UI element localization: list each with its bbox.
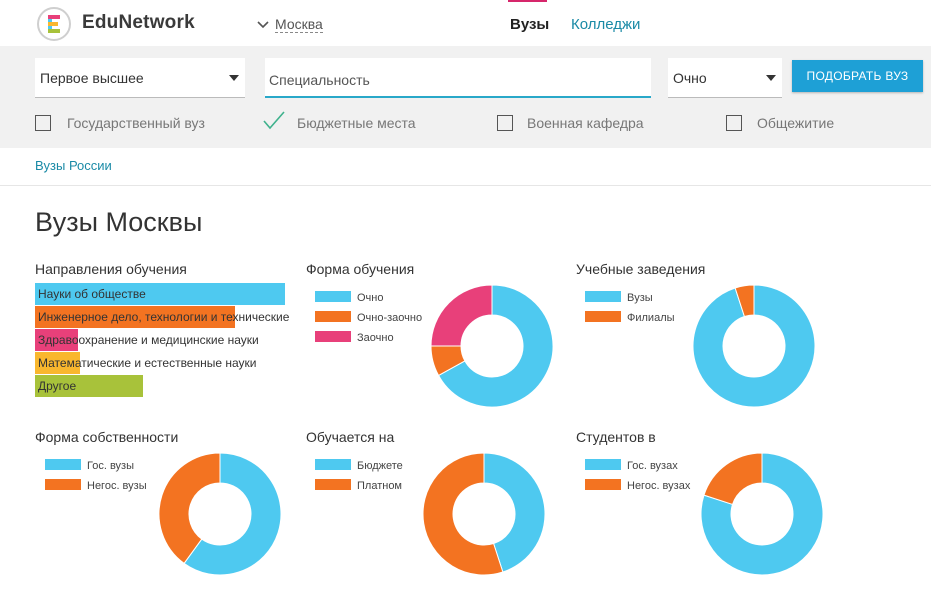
legend-label: Гос. вузы <box>87 460 135 472</box>
chart-title-students: Студентов в <box>576 429 656 445</box>
legend-label: Бюджете <box>357 460 403 472</box>
page-edge <box>931 0 933 595</box>
chart-title-funding: Обучается на <box>306 429 395 445</box>
chart-title-institutions: Учебные заведения <box>576 261 706 277</box>
legend-label: Платном <box>357 480 402 492</box>
donut-slice[interactable] <box>483 452 546 573</box>
donut-slice[interactable] <box>700 452 824 576</box>
divider <box>0 185 933 186</box>
direction-bar-label: Математические и естественные науки <box>38 356 257 370</box>
donut-chart <box>422 452 546 576</box>
top-header: EduNetwork Москва Вузы Колледжи <box>0 0 933 46</box>
legend-swatch <box>45 479 81 490</box>
legend-item[interactable]: Очно <box>315 291 383 304</box>
study-form-select[interactable]: Очно <box>668 58 782 98</box>
edunetwork-logo[interactable] <box>37 7 71 41</box>
checkbox-box[interactable] <box>35 115 51 131</box>
chart-title-study-form: Форма обучения <box>306 261 415 277</box>
checkbox-label: Государственный вуз <box>67 115 205 131</box>
legend-swatch <box>585 459 621 470</box>
legend-label: Очно-заочно <box>357 312 423 324</box>
logo-e-icon <box>48 15 60 33</box>
donut-slice[interactable] <box>734 284 755 318</box>
education-level-select[interactable]: Первое высшее <box>35 58 245 98</box>
direction-bar[interactable] <box>35 306 235 328</box>
legend-item[interactable]: Филиалы <box>585 311 675 324</box>
legend-item[interactable]: Гос. вузах <box>585 459 678 472</box>
chart-title-ownership: Форма собственности <box>35 429 179 445</box>
donut-slice[interactable] <box>183 452 282 576</box>
legend-item[interactable]: Бюджете <box>315 459 403 472</box>
legend-label: Гос. вузах <box>627 460 678 472</box>
checkbox-label: Военная кафедра <box>527 115 644 131</box>
legend-label: Негос. вузы <box>87 480 147 492</box>
legend-item[interactable]: Очно-заочно <box>315 311 422 324</box>
donut-slice[interactable] <box>430 284 493 347</box>
directions-title: Направления обучения <box>35 261 187 277</box>
legend-swatch <box>315 479 351 490</box>
checkbox-label: Бюджетные места <box>297 115 416 131</box>
donut-slice[interactable] <box>437 284 554 408</box>
legend-item[interactable]: Негос. вузах <box>585 479 690 492</box>
legend-label: Негос. вузах <box>627 480 691 492</box>
legend-swatch <box>45 459 81 470</box>
legend-swatch <box>585 291 621 302</box>
direction-bar-label: Другое <box>38 379 77 393</box>
checkbox-label: Общежитие <box>757 115 835 131</box>
find-university-button[interactable]: ПОДОБРАТЬ ВУЗ <box>792 60 923 92</box>
legend-item[interactable]: Заочно <box>315 331 394 344</box>
donut-chart <box>158 452 282 576</box>
legend-label: Вузы <box>627 292 653 304</box>
dropdown-caret-icon <box>229 75 239 81</box>
donut-slice[interactable] <box>692 284 816 408</box>
checkbox-box[interactable] <box>726 115 742 131</box>
breadcrumb[interactable]: Вузы России <box>35 158 112 173</box>
education-level-value: Первое высшее <box>40 70 144 86</box>
checkbox-box[interactable] <box>497 115 513 131</box>
dropdown-caret-icon <box>766 75 776 81</box>
legend-label: Заочно <box>357 332 394 344</box>
search-panel: Первое высшее Очно ПОДОБРАТЬ ВУЗ Государ… <box>0 46 933 148</box>
legend-swatch <box>585 311 621 322</box>
tab-colleges[interactable]: Колледжи <box>571 16 641 33</box>
direction-bar[interactable] <box>35 352 80 374</box>
donut-chart <box>692 284 816 408</box>
direction-bar-label: Здравоохранение и медицинские науки <box>38 333 259 347</box>
chevron-down-icon <box>256 17 270 33</box>
legend-swatch <box>315 459 351 470</box>
donut-slice[interactable] <box>703 452 763 506</box>
legend-swatch <box>585 479 621 490</box>
active-tab-indicator <box>508 0 547 2</box>
legend-label: Очно <box>357 292 384 304</box>
legend-item[interactable]: Гос. вузы <box>45 459 134 472</box>
brand-name[interactable]: EduNetwork <box>82 12 195 33</box>
donut-chart <box>700 452 824 576</box>
donut-slice[interactable] <box>422 452 504 576</box>
donut-slice[interactable] <box>158 452 221 565</box>
tab-vuzy[interactable]: Вузы <box>510 16 550 33</box>
legend-item[interactable]: Вузы <box>585 291 653 304</box>
city-selector[interactable]: Москва <box>256 16 323 33</box>
checkmark-icon[interactable] <box>262 108 286 132</box>
specialty-input[interactable] <box>265 58 651 98</box>
direction-bar[interactable] <box>35 375 143 397</box>
legend-item[interactable]: Платном <box>315 479 402 492</box>
legend-swatch <box>315 291 351 302</box>
donut-chart <box>430 284 554 408</box>
legend-swatch <box>315 311 351 322</box>
direction-bar-label: Науки об обществе <box>38 287 146 301</box>
direction-bar[interactable] <box>35 283 285 305</box>
legend-swatch <box>315 331 351 342</box>
legend-item[interactable]: Негос. вузы <box>45 479 147 492</box>
direction-bar-label: Инженерное дело, технологии и технически… <box>38 310 290 324</box>
page-title: Вузы Москвы <box>35 207 203 237</box>
city-name: Москва <box>275 16 323 33</box>
study-form-value: Очно <box>673 70 707 86</box>
legend-label: Филиалы <box>627 312 675 324</box>
direction-bar[interactable] <box>35 329 78 351</box>
